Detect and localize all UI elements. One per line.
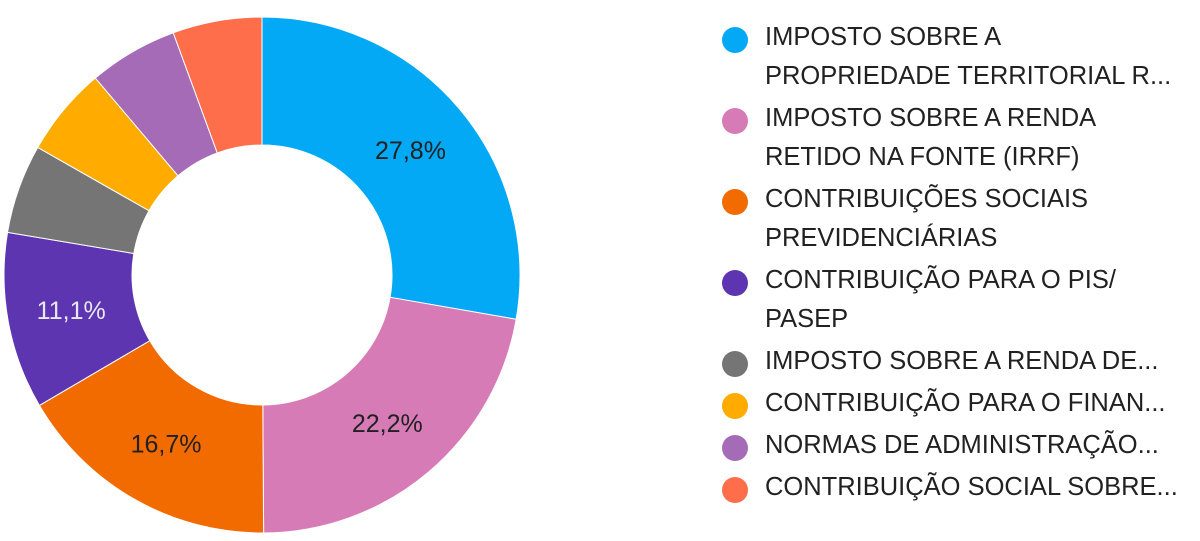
legend-item[interactable]: IMPOSTO SOBRE A RENDA RETIDO NA FONTE (I… — [720, 99, 1190, 177]
slice-label: 11,1% — [37, 297, 106, 325]
slice-label: 22,2% — [352, 410, 423, 438]
legend-item[interactable]: CONTRIBUIÇÃO PARA O FINAN... — [720, 384, 1190, 423]
donut-slice[interactable] — [38, 340, 265, 534]
legend-item[interactable]: NORMAS DE ADMINISTRAÇÃO... — [720, 426, 1190, 465]
legend-swatch — [722, 108, 748, 134]
legend-label: NORMAS DE ADMINISTRAÇÃO... — [765, 431, 1159, 459]
legend-swatch — [722, 189, 748, 215]
legend-swatch — [722, 435, 748, 461]
legend-swatch — [722, 477, 748, 503]
legend-swatch — [722, 270, 748, 296]
chart-legend: IMPOSTO SOBRE A PROPRIEDADE TERRITORIAL … — [720, 18, 1190, 510]
donut-chart-svg: 27,8% 22,2% 16,7% 11,1% — [3, 16, 521, 534]
donut-slice[interactable] — [262, 296, 517, 534]
slice-label: 27,8% — [375, 137, 446, 165]
legend-label: CONTRIBUIÇÃO PARA O PIS/ PASEP — [765, 266, 1116, 333]
slice-label: 16,7% — [131, 431, 202, 459]
legend-label: CONTRIBUIÇÃO PARA O FINAN... — [765, 389, 1166, 417]
legend-swatch — [722, 351, 748, 377]
legend-swatch — [722, 393, 748, 419]
donut-chart: 27,8% 22,2% 16,7% 11,1% — [0, 0, 530, 541]
legend-swatch — [722, 27, 748, 53]
legend-label: IMPOSTO SOBRE A RENDA DE... — [765, 347, 1159, 375]
legend-item[interactable]: IMPOSTO SOBRE A PROPRIEDADE TERRITORIAL … — [720, 18, 1190, 96]
legend-label: CONTRIBUIÇÃO SOCIAL SOBRE... — [765, 473, 1178, 501]
donut-slice[interactable] — [172, 16, 263, 154]
legend-item[interactable]: CONTRIBUIÇÃO SOCIAL SOBRE... — [720, 468, 1190, 507]
donut-slice[interactable] — [261, 16, 521, 320]
legend-label: IMPOSTO SOBRE A PROPRIEDADE TERRITORIAL … — [765, 23, 1172, 90]
legend-label: IMPOSTO SOBRE A RENDA RETIDO NA FONTE (I… — [765, 104, 1097, 171]
legend-item[interactable]: CONTRIBUIÇÕES SOCIAIS PREVIDENCIÁRIAS — [720, 180, 1190, 258]
legend-label: CONTRIBUIÇÕES SOCIAIS PREVIDENCIÁRIAS — [765, 185, 1089, 252]
legend-item[interactable]: IMPOSTO SOBRE A RENDA DE... — [720, 342, 1190, 381]
legend-item[interactable]: CONTRIBUIÇÃO PARA O PIS/ PASEP — [720, 261, 1190, 339]
